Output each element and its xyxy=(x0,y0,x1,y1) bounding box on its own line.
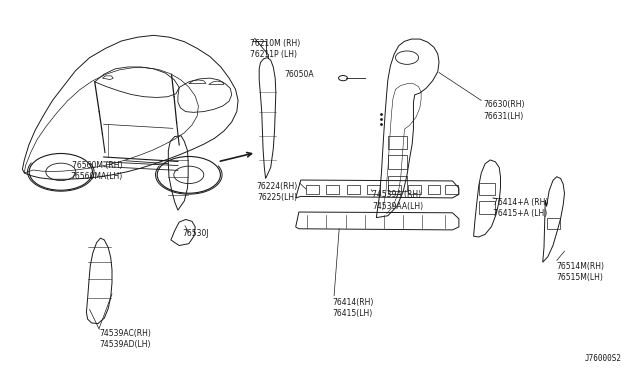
Bar xyxy=(367,185,380,194)
Text: 76514M(RH)
76515M(LH): 76514M(RH) 76515M(LH) xyxy=(557,262,605,282)
Bar xyxy=(326,185,339,194)
Text: J76000S2: J76000S2 xyxy=(585,354,622,363)
Bar xyxy=(388,136,407,149)
Text: 76210M (RH)
76211P (LH): 76210M (RH) 76211P (LH) xyxy=(250,39,300,59)
Bar xyxy=(388,155,407,169)
Bar xyxy=(479,201,495,214)
Text: 76530J: 76530J xyxy=(182,229,209,238)
Text: 74539AC(RH)
74539AD(LH): 74539AC(RH) 74539AD(LH) xyxy=(99,329,151,349)
Text: 76224(RH)
76225(LH): 76224(RH) 76225(LH) xyxy=(257,182,298,202)
Bar xyxy=(306,185,319,194)
Text: 74539A (RH)
74539AA(LH): 74539A (RH) 74539AA(LH) xyxy=(372,190,424,211)
Text: 76630(RH)
76631(LH): 76630(RH) 76631(LH) xyxy=(483,100,525,121)
Bar xyxy=(408,185,421,194)
Bar xyxy=(445,185,458,194)
Text: 76414+A (RH)
76415+A (LH): 76414+A (RH) 76415+A (LH) xyxy=(493,198,548,218)
Bar xyxy=(479,183,495,195)
Bar xyxy=(547,218,560,229)
Bar xyxy=(428,185,440,194)
Bar xyxy=(347,185,360,194)
Bar xyxy=(388,185,401,194)
Text: 76050A: 76050A xyxy=(284,70,314,79)
Text: 76414(RH)
76415(LH): 76414(RH) 76415(LH) xyxy=(333,298,374,318)
Text: 76560M (RH)
76560MA(LH): 76560M (RH) 76560MA(LH) xyxy=(70,161,123,181)
Bar xyxy=(388,176,407,191)
